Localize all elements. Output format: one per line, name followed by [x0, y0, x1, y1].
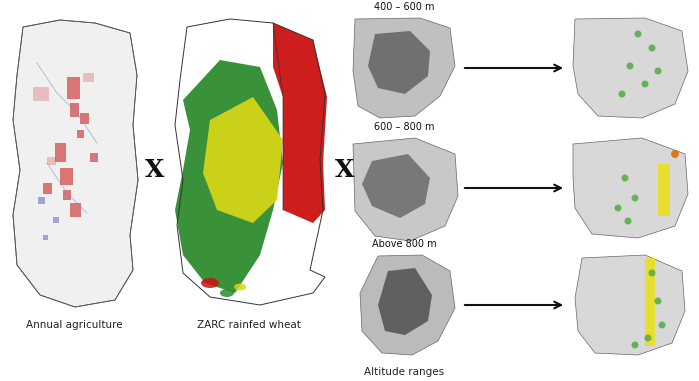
Polygon shape — [368, 31, 430, 94]
Bar — [63, 190, 71, 200]
Polygon shape — [273, 23, 327, 223]
Bar — [70, 103, 79, 117]
Circle shape — [644, 335, 651, 341]
Bar — [658, 164, 670, 216]
Circle shape — [624, 218, 631, 224]
Circle shape — [654, 298, 661, 304]
Circle shape — [654, 67, 661, 75]
Bar — [350, 16, 458, 121]
Text: Altitude ranges: Altitude ranges — [364, 367, 444, 377]
Circle shape — [642, 80, 649, 88]
Bar — [33, 87, 49, 101]
Bar — [60, 168, 73, 185]
Bar — [47, 157, 56, 165]
Polygon shape — [175, 60, 283, 293]
Ellipse shape — [234, 283, 246, 290]
Circle shape — [635, 30, 642, 37]
Circle shape — [631, 194, 638, 202]
Bar — [55, 143, 66, 162]
Bar — [570, 136, 692, 241]
Polygon shape — [353, 138, 458, 241]
Bar — [350, 136, 458, 241]
Ellipse shape — [201, 278, 219, 288]
Circle shape — [619, 91, 626, 98]
Text: 600 – 800 m: 600 – 800 m — [374, 122, 434, 132]
Polygon shape — [353, 18, 455, 118]
Text: 400 – 600 m: 400 – 600 m — [374, 2, 434, 12]
Bar — [67, 77, 80, 99]
Polygon shape — [575, 255, 685, 355]
Bar — [83, 73, 94, 82]
Circle shape — [649, 269, 656, 277]
Circle shape — [614, 205, 621, 211]
Circle shape — [649, 45, 656, 51]
Bar — [77, 130, 84, 138]
Bar — [570, 16, 692, 121]
Bar — [645, 258, 655, 346]
Text: X: X — [145, 158, 165, 182]
Polygon shape — [13, 20, 138, 307]
Circle shape — [671, 150, 679, 158]
Bar — [570, 253, 692, 358]
Circle shape — [621, 174, 628, 181]
Text: Above 800 m: Above 800 m — [372, 239, 436, 249]
Bar — [350, 253, 458, 358]
Polygon shape — [573, 138, 688, 238]
Text: Annual agriculture: Annual agriculture — [26, 320, 122, 330]
Polygon shape — [203, 97, 283, 223]
Circle shape — [658, 322, 665, 328]
Bar — [70, 203, 81, 217]
Bar — [43, 183, 52, 194]
Text: ZARC rainfed wheat: ZARC rainfed wheat — [197, 320, 301, 330]
Text: X: X — [336, 158, 355, 182]
Polygon shape — [360, 255, 455, 355]
Polygon shape — [378, 268, 432, 335]
Bar — [90, 153, 98, 162]
Bar — [80, 113, 89, 124]
Polygon shape — [362, 154, 430, 218]
Polygon shape — [175, 19, 325, 305]
Ellipse shape — [220, 289, 234, 297]
Circle shape — [631, 341, 638, 349]
Bar — [38, 197, 45, 204]
Circle shape — [626, 62, 633, 69]
Polygon shape — [573, 18, 688, 118]
Bar — [53, 217, 59, 223]
Bar — [43, 235, 48, 240]
